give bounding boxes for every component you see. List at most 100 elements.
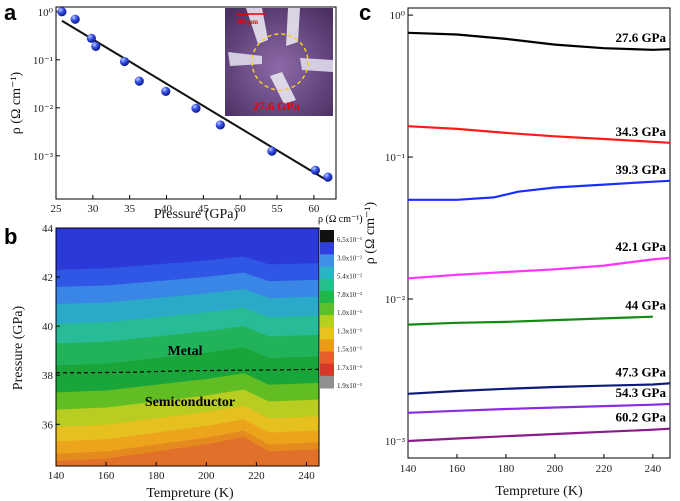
colorbar: 6.5x10⁻¹ 3.0x10⁻² 5.4x10⁻² 7.8x10⁻² 1.0x10⁻¹… (320, 230, 362, 390)
panel-c-ytick-label: 10⁻³ (385, 436, 406, 448)
panel-a-xlabel: Pressure (GPa) (154, 207, 239, 222)
panel-a-xtick-label: 35 (124, 203, 136, 215)
panel-c-xtick-label: 160 (449, 463, 466, 475)
annotation-metal: Metal (168, 344, 203, 359)
series-line (407, 125, 671, 144)
data-point (70, 14, 80, 24)
data-point (310, 165, 320, 175)
series-label: 47.3 GPa (615, 364, 666, 379)
data-point (161, 86, 171, 96)
panel-b-ytick-label: 40 (42, 321, 54, 333)
colorbar-label: 1.7x10⁻¹ (337, 364, 362, 372)
panel-c-xtick-label: 180 (498, 463, 515, 475)
panel-a-ytick-label: 10⁻¹ (33, 55, 53, 67)
colorbar-label: 1.9x10⁻¹ (337, 382, 362, 390)
colorbar-swatch (320, 375, 334, 389)
panel-a-ytick-label: 10⁰ (38, 7, 54, 19)
panel-a-xtick-label: 55 (272, 203, 284, 215)
fit-line (61, 19, 329, 182)
colorbar-swatch (320, 315, 334, 328)
panel-b-ylabel: Pressure (GPa) (11, 305, 26, 390)
series-label: 54.3 GPa (615, 385, 666, 400)
series-label: 39.3 GPa (615, 162, 666, 177)
inset-electrode-top-right (286, 8, 300, 46)
panel-b-xtick-label: 180 (148, 470, 165, 482)
panel-b-xtick-label: 200 (198, 470, 215, 482)
colorbar-label: 1.5x10⁻¹ (337, 346, 362, 354)
data-point (215, 120, 225, 130)
panel-b-xtick-label: 220 (248, 470, 265, 482)
series-line (407, 31, 671, 51)
panel-c-ytick-label: 10⁻¹ (385, 152, 405, 164)
data-point (91, 41, 101, 52)
panel-a-xtick-label: 40 (161, 203, 173, 215)
inset-photo: 100 μm 27.6 GPa (225, 8, 333, 116)
colorbar-swatch (320, 254, 334, 267)
series-label: 34.3 GPa (615, 124, 666, 139)
panel-b-ytick-label: 42 (42, 272, 53, 284)
series-line (407, 256, 671, 280)
panel-c-frame (407, 7, 671, 459)
panel-c-ytick-label: 10⁻² (385, 294, 406, 306)
panel-c-xtick-label: 140 (400, 463, 417, 475)
panel-b-xtick-label: 160 (98, 470, 115, 482)
data-point (134, 76, 144, 86)
colorbar-label: 3.0x10⁻² (337, 254, 362, 262)
colorbar-swatch (320, 242, 334, 255)
colorbar-label: 6.5x10⁻¹ (337, 236, 362, 244)
colorbar-swatch (320, 302, 334, 316)
data-point (191, 103, 201, 113)
panel-a-xtick-label: 45 (198, 203, 210, 215)
inset-electrode-top-left (246, 8, 268, 44)
colorbar-label: 5.4x10⁻² (337, 273, 362, 281)
panel-b-ytick-label: 44 (42, 223, 54, 235)
annotation-semiconductor: Semiconductor (145, 395, 235, 410)
colorbar-label: 1.0x10⁻¹ (337, 309, 362, 317)
series-label: 44 GPa (625, 298, 666, 313)
colorbar-swatch (320, 339, 334, 353)
panel-a-scatter: 25 30 35 40 45 50 55 60 10⁰ 10⁻¹ 10⁻² 10⁻³ 100 μm 2… (9, 6, 337, 222)
panel-a-xtick-label: 50 (235, 203, 247, 215)
series-label: 42.1 GPa (615, 239, 666, 254)
colorbar-label: 1.3x10⁻¹ (337, 327, 362, 335)
panel-b-frame (55, 227, 320, 467)
panel-a-xtick-label: 60 (308, 203, 320, 215)
series-label: 60.2 GPa (615, 410, 666, 425)
series-line (407, 382, 671, 395)
colorbar-swatch (320, 230, 334, 243)
panel-c-ytick-label: 10⁰ (390, 10, 406, 22)
phase-boundary-line (56, 368, 320, 374)
panel-c-xtick-label: 240 (645, 463, 662, 475)
panel-label-b: b (4, 224, 17, 249)
inset-dashed-circle (251, 33, 309, 91)
panel-a-ytick-label: 10⁻³ (33, 151, 54, 163)
panel-c-xtick-label: 220 (596, 463, 613, 475)
colorbar-swatch (320, 327, 334, 340)
panel-a-xtick-label: 25 (51, 203, 63, 215)
colorbar-title: ρ (Ω cm⁻¹) (318, 214, 363, 225)
data-point (323, 172, 333, 182)
colorbar-swatch (320, 351, 334, 365)
panel-b-xtick-label: 140 (48, 470, 65, 482)
series-line (407, 427, 671, 443)
panel-b-xlabel: Tempreture (K) (146, 486, 234, 501)
inset-scale-label: 100 μm (236, 18, 258, 26)
colorbar-label: 7.8x10⁻² (337, 291, 362, 299)
series-line (407, 315, 653, 326)
series-label: 27.6 GPa (615, 30, 666, 45)
data-point (86, 33, 96, 43)
colorbar-swatch (320, 363, 334, 377)
data-point (267, 146, 277, 156)
panel-a-ytick-label: 10⁻² (33, 103, 54, 115)
panel-label-a: a (4, 0, 17, 25)
panel-c-xlabel: Tempreture (K) (495, 484, 583, 499)
series-line (408, 179, 671, 201)
panel-b-contour: 140 160 180 200 220 240 36 38 40 42 44 Metal Semic… (11, 214, 363, 501)
colorbar-swatch (320, 290, 334, 304)
series-line (407, 402, 671, 414)
inset-pressure-label: 27.6 GPa (253, 99, 300, 113)
colorbar-swatch (320, 266, 334, 280)
inset-electrode-bottom (270, 72, 296, 104)
panel-b-ytick-label: 38 (42, 370, 54, 382)
